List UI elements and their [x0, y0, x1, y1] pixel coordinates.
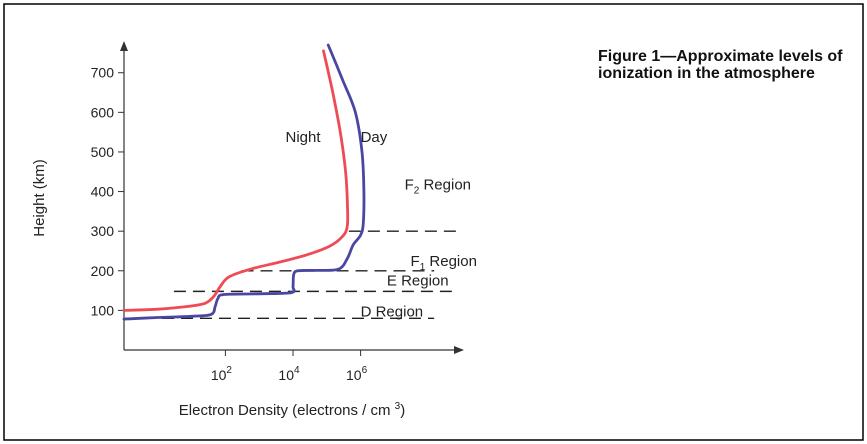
tick-labels: 100 200 300 400 500 600 700 102 104 106: [91, 65, 368, 383]
x-axis-label: Electron Density (electrons / cm 3): [179, 401, 405, 419]
region-label: F1 Region: [411, 253, 477, 273]
ionization-chart: 100 200 300 400 500 600 700 102 104 106 Night Day F…: [31, 41, 477, 419]
y-tick-label: 100: [91, 302, 115, 318]
region-label: D Region: [361, 303, 424, 320]
y-tick-label: 500: [91, 144, 115, 160]
chart-axes: [118, 41, 464, 356]
y-axis-arrow: [120, 41, 128, 51]
x-tick-label: 104: [278, 365, 300, 383]
x-axis-arrow: [454, 346, 464, 354]
y-tick-label: 700: [91, 65, 115, 81]
chart-series: [122, 43, 366, 321]
series-line-day: [122, 43, 366, 321]
x-tick-label: 102: [211, 365, 233, 383]
curve-label-night: Night: [286, 129, 322, 146]
region-label: F2 Region: [405, 177, 471, 197]
x-tick-label: 106: [346, 365, 368, 383]
figure-border: [3, 3, 864, 441]
y-tick-label: 600: [91, 104, 115, 120]
region-label: E Region: [387, 272, 449, 289]
series-line-night: [122, 49, 350, 312]
y-tick-label: 200: [91, 263, 115, 279]
y-axis-label: Height (km): [31, 159, 48, 237]
curve-label-day: Day: [361, 129, 388, 146]
y-tick-label: 300: [91, 223, 115, 239]
y-tick-label: 400: [91, 184, 115, 200]
figure-caption: Figure 1—Approximate levels of ionizatio…: [598, 48, 843, 82]
